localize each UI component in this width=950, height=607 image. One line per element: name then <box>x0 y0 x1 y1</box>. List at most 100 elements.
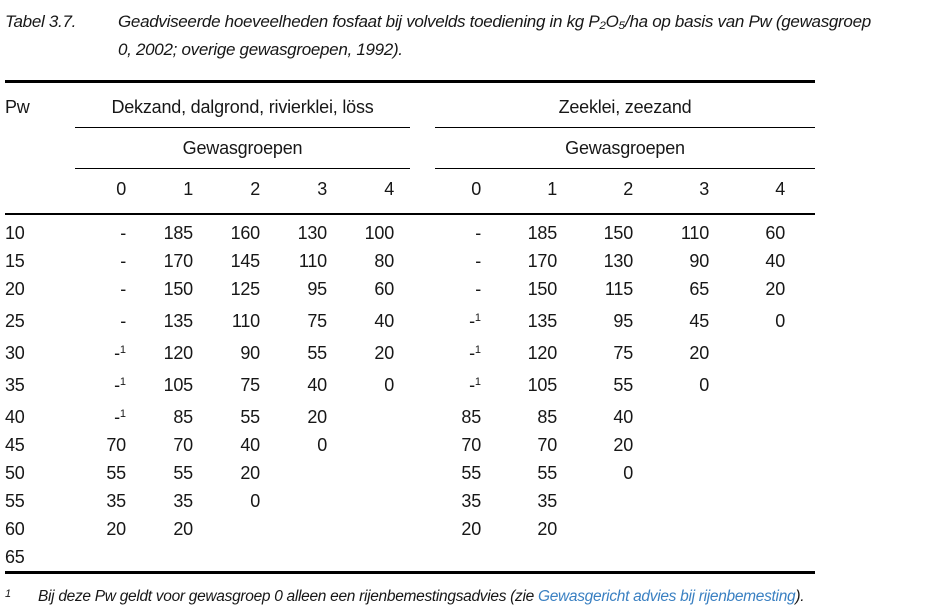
cell-right-1: 85 <box>537 407 558 427</box>
table-row: 40 -1 85 55 20 85 85 40 <box>5 399 815 431</box>
column-spacer <box>410 367 435 399</box>
cell-left-4 <box>343 543 410 573</box>
cell-right-4 <box>739 335 815 367</box>
cell-left-4: 40 <box>374 311 395 331</box>
cell-right-2: 130 <box>603 251 634 271</box>
footnote-reference: 1 <box>119 408 126 420</box>
cell-right-1: 150 <box>527 279 558 299</box>
cell-left-2: 40 <box>240 435 260 455</box>
cell-right-0: 70 <box>461 435 482 455</box>
footnote-reference: 1 <box>119 376 126 388</box>
phosphate-advice-table: Pw Dekzand, dalgrond, rivierklei, löss Z… <box>5 80 816 574</box>
column-spacer <box>410 303 435 335</box>
cell-right-0: 20 <box>461 519 482 539</box>
caption-line-2: 0, 2002; overige gewasgroepen, 1992). <box>118 40 403 59</box>
cell-left-0: - <box>120 251 126 271</box>
col-header-right-1: 1 <box>547 179 558 199</box>
cell-right-4 <box>739 367 815 399</box>
table-row: 35 -1 105 75 40 0 -1 105 55 0 <box>5 367 815 399</box>
cell-right-4 <box>739 515 815 543</box>
row-header-pw: 30 <box>5 343 25 363</box>
cell-left-3 <box>276 543 343 573</box>
cell-right-1: 135 <box>527 311 558 331</box>
column-spacer <box>410 431 435 459</box>
column-spacer <box>410 487 435 515</box>
cell-left-0: -1 <box>114 407 126 427</box>
col-header-right-0: 0 <box>471 179 482 199</box>
row-header-pw: 65 <box>5 547 25 567</box>
cell-left-1: 85 <box>173 407 193 427</box>
cell-right-4 <box>739 487 815 515</box>
cell-left-3: 20 <box>307 407 327 427</box>
cell-left-4 <box>343 459 410 487</box>
column-spacer <box>410 399 435 431</box>
cell-left-2 <box>209 515 276 543</box>
cell-left-3: 130 <box>276 213 343 247</box>
footnote: 1 Bij deze Pw geldt voor gewasgroep 0 al… <box>5 587 944 607</box>
row-header-pw: 25 <box>5 311 25 331</box>
cell-right-2: 40 <box>613 407 634 427</box>
cell-right-3: 0 <box>699 375 710 395</box>
row-header-pw: 55 <box>5 491 25 511</box>
cell-left-2: 0 <box>250 491 260 511</box>
cell-right-3: 65 <box>689 279 710 299</box>
cell-left-2: 160 <box>209 213 276 247</box>
cell-left-2 <box>209 543 276 573</box>
footnote-text: Bij deze Pw geldt voor gewasgroep 0 alle… <box>38 587 805 607</box>
cell-left-1 <box>142 543 209 573</box>
table-row: 50 55 55 20 55 55 0 <box>5 459 815 487</box>
cell-right-2: 75 <box>613 343 634 363</box>
cell-right-1: 120 <box>527 343 558 363</box>
row-header-pw: 40 <box>5 407 25 427</box>
cell-right-0: -1 <box>469 343 482 363</box>
row-header-pw: 60 <box>5 519 25 539</box>
cell-left-0: - <box>75 213 142 247</box>
cell-right-3: 90 <box>689 251 710 271</box>
cell-right-2: 55 <box>613 375 634 395</box>
cell-right-2 <box>587 487 663 515</box>
footnote-reference: 1 <box>119 344 126 356</box>
col-header-right-4: 4 <box>775 179 786 199</box>
cell-left-0: - <box>120 279 126 299</box>
cell-right-0: -1 <box>469 311 482 331</box>
table-row: 65 <box>5 543 815 573</box>
footnote-reference: 1 <box>474 376 482 388</box>
cell-right-2: 20 <box>613 435 634 455</box>
column-spacer <box>410 82 435 215</box>
cell-left-4 <box>343 399 410 431</box>
cell-left-3: 0 <box>317 435 327 455</box>
cell-left-1: 55 <box>173 463 193 483</box>
cell-right-4: 40 <box>765 251 786 271</box>
cell-left-1: 70 <box>173 435 193 455</box>
cell-right-2 <box>587 515 663 543</box>
cell-left-4 <box>343 487 410 515</box>
footnote-link[interactable]: Gewasgericht advies bij rijenbemesting <box>537 588 796 605</box>
col-header-left-2: 2 <box>250 179 260 199</box>
table-row: 20 - 150 125 95 60 - 150 115 65 20 <box>5 275 815 303</box>
cell-right-1: 35 <box>537 491 558 511</box>
col-header-right-2: 2 <box>623 179 634 199</box>
cell-left-1: 150 <box>163 279 194 299</box>
cell-left-0: - <box>120 311 126 331</box>
cell-right-4 <box>739 431 815 459</box>
cell-right-3 <box>663 487 739 515</box>
header-row-crop-groups: 0 1 2 3 4 0 1 2 3 4 <box>5 169 815 215</box>
cell-right-1: 170 <box>527 251 558 271</box>
cell-right-4 <box>739 543 815 573</box>
row-header-pw: 50 <box>5 463 25 483</box>
cell-right-0: - <box>435 213 512 247</box>
cell-left-1: 120 <box>163 343 194 363</box>
cell-right-1: 185 <box>511 213 588 247</box>
group-header-left: Dekzand, dalgrond, rivierklei, löss <box>75 81 411 128</box>
cell-left-3 <box>276 515 343 543</box>
cell-right-4: 60 <box>739 213 816 247</box>
cell-left-0: 70 <box>106 435 126 455</box>
caption-line-1: Geadviseerde hoeveelheden fosfaat bij vo… <box>118 12 871 31</box>
column-spacer <box>410 543 435 573</box>
cell-left-3: 95 <box>307 279 327 299</box>
col-header-left-0: 0 <box>116 179 126 199</box>
group-header-right: Zeeklei, zeezand <box>435 81 816 128</box>
cell-right-4 <box>739 399 815 431</box>
cell-right-0: - <box>475 251 482 271</box>
column-spacer <box>410 459 435 487</box>
